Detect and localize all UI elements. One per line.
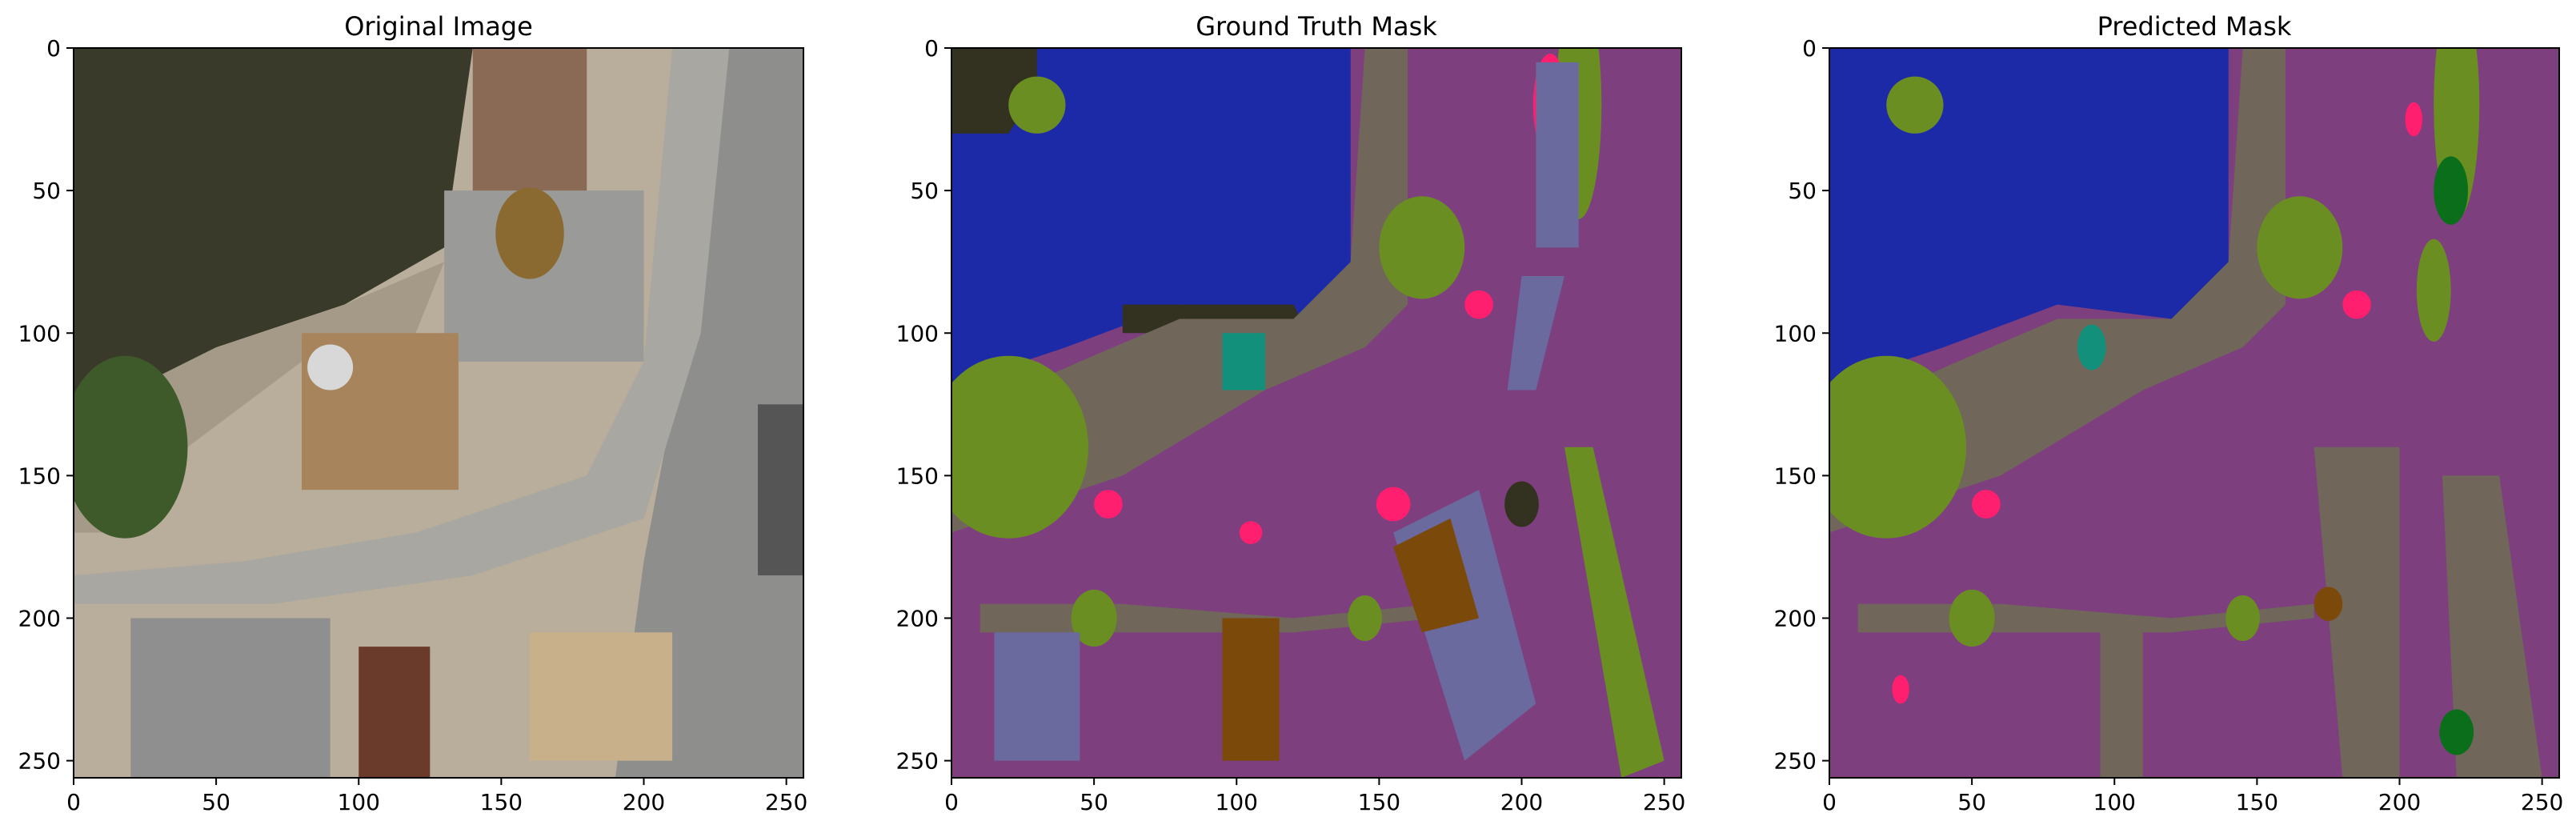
- panel-predicted-mask: Predicted Mask 0 50 100 150 200 2500501001502…: [1774, 11, 2564, 815]
- roof-2: [530, 632, 673, 761]
- class-pink: [1464, 290, 1493, 319]
- y-tick-label: 250: [18, 748, 61, 775]
- class-vegetation: [951, 355, 1088, 539]
- x-tick-label: 250: [2521, 789, 2563, 815]
- x-tick-label: 250: [765, 789, 807, 815]
- class-pink: [1239, 521, 1263, 544]
- predicted-mask-image: [1829, 48, 2559, 778]
- class-slate: [994, 632, 1080, 761]
- ground-truth-mask-image: [951, 48, 1681, 778]
- original-aerial-image: [74, 48, 803, 778]
- y-tick-label: 0: [1802, 35, 1817, 62]
- class-vegetation: [2225, 595, 2260, 641]
- class-slate: [1536, 62, 1579, 248]
- axes-frame: [73, 47, 804, 779]
- class-dark-green: [2434, 156, 2468, 225]
- class-pink: [1892, 675, 1909, 704]
- class-vegetation: [1886, 76, 1944, 134]
- y-tick-label: 150: [18, 463, 61, 489]
- mulch: [359, 647, 431, 778]
- x-tick-label: 250: [1643, 789, 1685, 815]
- x-tick-label: 0: [1822, 789, 1837, 815]
- trees: [74, 355, 188, 539]
- class-slate: [1507, 276, 1564, 390]
- panel-title: Predicted Mask: [2097, 11, 2292, 42]
- class-pink: [1972, 490, 2001, 519]
- bush: [495, 187, 564, 279]
- y-tick-label: 200: [896, 606, 939, 632]
- sign: [307, 344, 354, 390]
- class-teal: [2077, 324, 2106, 370]
- y-tick-label: 200: [18, 606, 61, 632]
- y-tick-label: 100: [1774, 320, 1817, 346]
- x-tick-label: 200: [2378, 789, 2421, 815]
- x-tick-label: 200: [623, 789, 665, 815]
- class-teal: [1222, 333, 1265, 390]
- y-tick-label: 0: [46, 35, 61, 62]
- y-tick-label: 250: [896, 748, 939, 775]
- x-tick-label: 50: [1957, 789, 1986, 815]
- class-brown: [1222, 618, 1280, 761]
- side-structure: [758, 404, 803, 576]
- class-vegetation: [1829, 355, 1966, 539]
- class-dark-green: [2439, 709, 2474, 755]
- class-vegetation: [1008, 76, 1066, 134]
- road: [615, 48, 803, 778]
- class-vegetation: [1564, 447, 1665, 778]
- class-vegetation: [1379, 196, 1465, 299]
- class-pink: [1094, 490, 1123, 519]
- x-tick-label: 50: [202, 789, 230, 815]
- class-pink: [1376, 487, 1411, 522]
- x-tick-label: 100: [338, 789, 380, 815]
- class-vegetation: [1949, 589, 1995, 647]
- y-tick-label: 150: [1774, 463, 1817, 489]
- x-tick-label: 150: [1358, 789, 1400, 815]
- x-tick-label: 150: [2236, 789, 2278, 815]
- class-water: [1829, 48, 2229, 385]
- class-vegetation: [2257, 196, 2343, 299]
- x-tick-label: 100: [1216, 789, 1258, 815]
- y-tick-label: 250: [1774, 748, 1817, 775]
- panel-title: Original Image: [344, 11, 533, 42]
- class-brown: [2314, 587, 2343, 622]
- panel-ground-truth-mask: Ground Truth Mask 0 50 100 150 200 2500501001…: [896, 11, 1686, 815]
- class-water: [951, 48, 1351, 385]
- class-path: [2314, 447, 2400, 778]
- y-tick-label: 50: [1788, 178, 1817, 204]
- panel-title: Ground Truth Mask: [1196, 11, 1437, 42]
- class-vegetation: [2416, 238, 2451, 342]
- class-vegetation: [1071, 589, 1117, 647]
- pond: [74, 48, 473, 405]
- class-dark: [1504, 481, 1539, 527]
- y-tick-label: 100: [18, 320, 61, 346]
- class-pink: [2405, 102, 2422, 137]
- y-tick-label: 50: [32, 178, 61, 204]
- class-path: [2442, 475, 2542, 778]
- x-tick-label: 0: [944, 789, 959, 815]
- class-vegetation: [1348, 595, 1382, 641]
- x-tick-label: 0: [66, 789, 81, 815]
- axes-frame: [1829, 47, 2560, 779]
- x-tick-label: 200: [1500, 789, 1543, 815]
- x-tick-label: 100: [2093, 789, 2136, 815]
- y-tick-label: 200: [1774, 606, 1817, 632]
- y-tick-label: 150: [896, 463, 939, 489]
- y-tick-label: 0: [924, 35, 939, 62]
- y-tick-label: 50: [910, 178, 939, 204]
- panel-original-image: Original Image 0 50 100 150 200 2500501001502…: [18, 11, 808, 815]
- class-pink: [2342, 290, 2371, 319]
- x-tick-label: 50: [1080, 789, 1108, 815]
- y-tick-label: 100: [896, 320, 939, 346]
- class-path: [2100, 618, 2143, 778]
- x-tick-label: 150: [480, 789, 523, 815]
- class-brown: [1393, 518, 1480, 633]
- roof: [130, 618, 331, 778]
- axes-frame: [951, 47, 1682, 779]
